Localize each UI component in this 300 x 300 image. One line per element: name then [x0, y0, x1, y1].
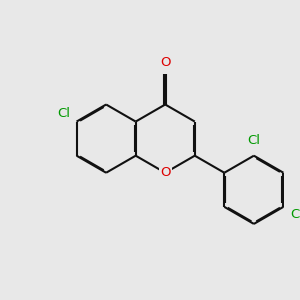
- Text: O: O: [160, 166, 170, 179]
- Text: Cl: Cl: [290, 208, 300, 221]
- Text: O: O: [160, 56, 170, 69]
- Text: Cl: Cl: [248, 134, 260, 147]
- Text: Cl: Cl: [57, 107, 70, 121]
